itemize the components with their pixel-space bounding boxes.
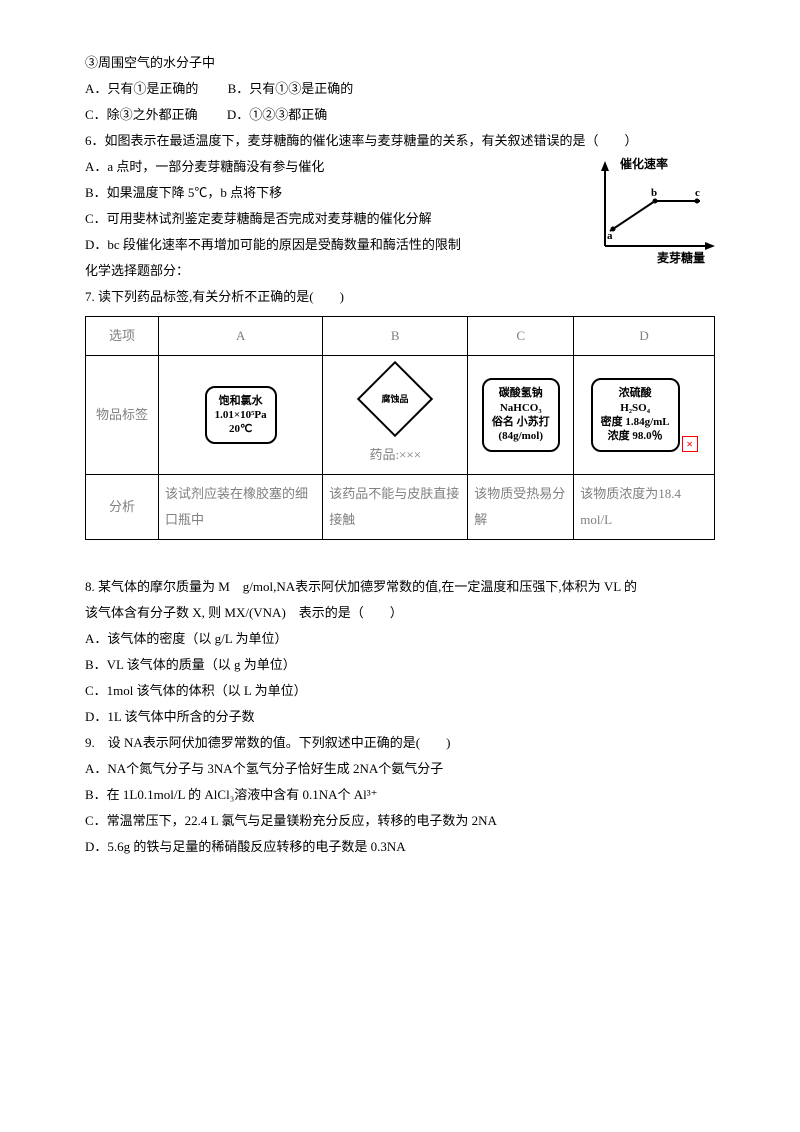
- q8-opt-d: D．1L 该气体中所含的分子数: [85, 704, 715, 730]
- hdr-b: B: [323, 317, 468, 356]
- q6-graph: a b c 催化速率 麦芽糖量: [585, 156, 725, 266]
- graph-x-label: 麦芽糖量: [657, 250, 705, 265]
- hdr-d: D: [574, 317, 715, 356]
- row-label-tags: 物品标签: [86, 356, 159, 475]
- q9-opt-d: D．5.6g 的铁与足量的稀硝酸反应转移的电子数是 0.3NA: [85, 834, 715, 860]
- analysis-c: 该物质受热易分解: [468, 475, 574, 540]
- hdr-option: 选项: [86, 317, 159, 356]
- q8-stem-2: 该气体含有分子数 X, 则 MX/(VNA) 表示的是（ ）: [85, 600, 715, 626]
- q6-stem: 6．如图表示在最适温度下，麦芽糖酶的催化速率与麦芽糖量的关系，有关叙述错误的是（…: [85, 128, 715, 154]
- q8-stem-1: 8. 某气体的摩尔质量为 M g/mol,NA表示阿伏加德罗常数的值,在一定温度…: [85, 574, 715, 600]
- cell-label-d: 浓硫酸 H₂SO₄ 密度 1.84g/mL 浓度 98.0％ ×: [574, 356, 715, 475]
- opt-d: D．①②③都正确: [227, 107, 327, 122]
- analysis-a: 该试剂应装在橡胶塞的细口瓶中: [159, 475, 323, 540]
- q9-stem: 9. 设 NA表示阿伏加德罗常数的值。下列叙述中正确的是( ): [85, 730, 715, 756]
- table-row: 分析 该试剂应装在橡胶塞的细口瓶中 该药品不能与皮肤直接接触 该物质受热易分解 …: [86, 475, 715, 540]
- analysis-d: 该物质浓度为18.4 mol/L: [574, 475, 715, 540]
- hdr-a: A: [159, 317, 323, 356]
- graph-point-c: c: [695, 187, 700, 199]
- q6-block: 6．如图表示在最适温度下，麦芽糖酶的催化速率与麦芽糖量的关系，有关叙述错误的是（…: [85, 128, 715, 258]
- graph-point-a: a: [607, 230, 613, 242]
- table-row: 物品标签 饱和氯水 1.01×10⁵Pa 20℃ 腐蚀品 药品:××× 碳酸氢钠…: [86, 356, 715, 475]
- q8-opt-c: C．1mol 该气体的体积（以 L 为单位）: [85, 678, 715, 704]
- q7-table: 选项 A B C D 物品标签 饱和氯水 1.01×10⁵Pa 20℃ 腐蚀品: [85, 316, 715, 540]
- q9-opt-b: B．在 1L0.1mol/L 的 AlCl₃溶液中含有 0.1NA个 Al³⁺: [85, 782, 715, 808]
- q8-opt-a: A．该气体的密度（以 g/L 为单位）: [85, 626, 715, 652]
- cell-label-b: 腐蚀品 药品:×××: [323, 356, 468, 475]
- q-options-row1: A．只有①是正确的 B．只有①③是正确的: [85, 76, 715, 102]
- opt-c: C．除③之外都正确: [85, 107, 198, 122]
- opt-a: A．只有①是正确的: [85, 81, 198, 96]
- q8-opt-b: B．VL 该气体的质量（以 g 为单位）: [85, 652, 715, 678]
- table-row: 选项 A B C D: [86, 317, 715, 356]
- q7-stem: 7. 读下列药品标签,有关分析不正确的是( ): [85, 284, 715, 310]
- q-options-row2: C．除③之外都正确 D．①②③都正确: [85, 102, 715, 128]
- q9-opt-a: A．NA个氮气分子与 3NA个氢气分子恰好生成 2NA个氨气分子: [85, 756, 715, 782]
- row-label-analysis: 分析: [86, 475, 159, 540]
- analysis-b: 该药品不能与皮肤直接接触: [323, 475, 468, 540]
- q9-opt-c: C．常温常压下，22.4 L 氯气与足量镁粉充分反应，转移的电子数为 2NA: [85, 808, 715, 834]
- cell-label-a: 饱和氯水 1.01×10⁵Pa 20℃: [159, 356, 323, 475]
- graph-point-b: b: [651, 187, 657, 199]
- exam-page: ③周围空气的水分子中 A．只有①是正确的 B．只有①③是正确的 C．除③之外都正…: [0, 0, 800, 900]
- error-mark-icon: ×: [682, 436, 698, 452]
- cell-label-c: 碳酸氢钠 NaHCO₃ 俗名 小苏打 (84g/mol): [468, 356, 574, 475]
- graph-y-label: 催化速率: [620, 156, 668, 171]
- opt-b: B．只有①③是正确的: [228, 81, 354, 96]
- hdr-c: C: [468, 317, 574, 356]
- stmt-3: ③周围空气的水分子中: [85, 50, 715, 76]
